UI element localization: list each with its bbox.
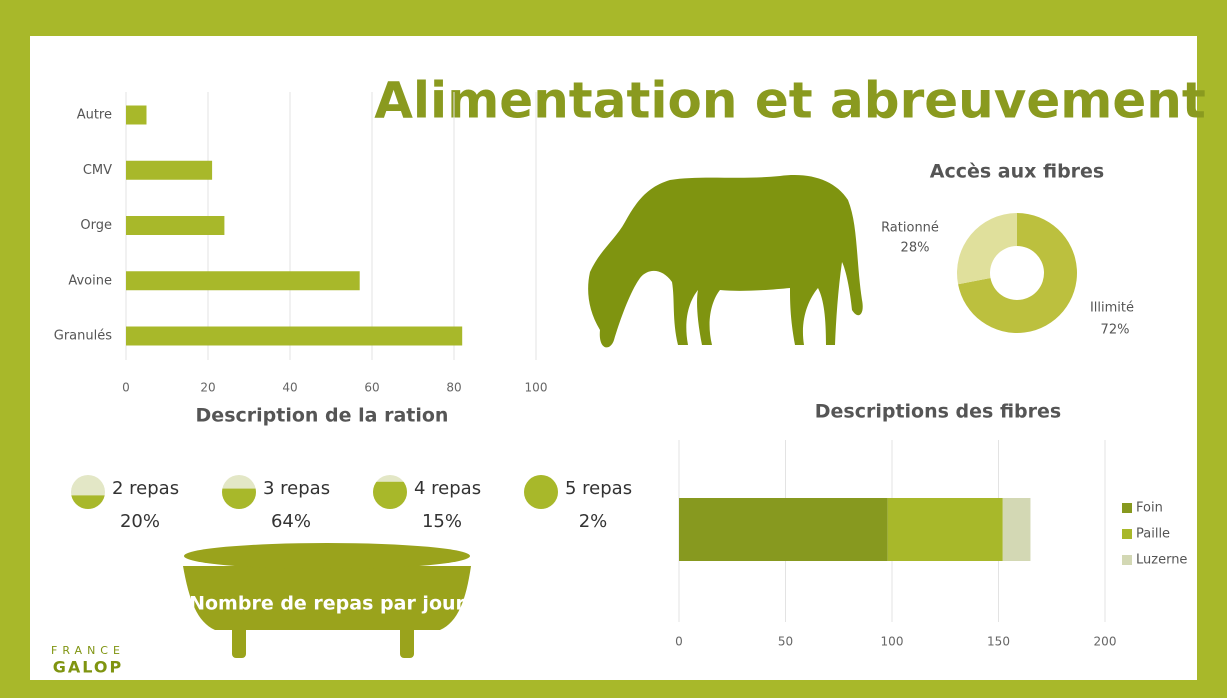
x-tick-label: 0 xyxy=(122,381,130,395)
bar-segment xyxy=(679,498,888,561)
y-tick-label: CMV xyxy=(83,163,112,178)
x-tick-label: 60 xyxy=(364,381,379,395)
x-tick-label: 80 xyxy=(446,381,461,395)
category-label: 5 repas xyxy=(565,478,632,499)
chart-title: Nombre de repas par jour xyxy=(189,593,465,615)
bar-segment xyxy=(888,498,1003,561)
legend-swatch xyxy=(1122,529,1132,539)
logo-line2: GALOP xyxy=(53,658,123,677)
x-tick-label: 200 xyxy=(1094,635,1117,649)
legend-swatch xyxy=(1122,503,1132,513)
logo-line1: FRANCE xyxy=(51,644,125,657)
slice-label: Rationné xyxy=(881,221,939,236)
y-tick-label: Avoine xyxy=(68,273,112,288)
chart-title: Accès aux fibres xyxy=(930,161,1105,183)
legend-swatch xyxy=(1122,555,1132,565)
slice-label: Illimité xyxy=(1090,301,1134,316)
category-label: 3 repas xyxy=(263,478,330,499)
bar-segment xyxy=(1003,498,1031,561)
bar xyxy=(126,106,147,125)
infographic: Alimentation et abreuvement FRANCE GALOP… xyxy=(0,0,1227,698)
category-label: 4 repas xyxy=(414,478,481,499)
bar xyxy=(126,271,360,290)
page-title: Alimentation et abreuvement xyxy=(374,72,1206,130)
value-label: 64% xyxy=(271,511,311,532)
x-tick-label: 50 xyxy=(778,635,793,649)
legend-label: Foin xyxy=(1136,501,1163,516)
x-tick-label: 0 xyxy=(675,635,683,649)
value-label: 2% xyxy=(579,511,608,532)
chart-title: Description de la ration xyxy=(196,405,449,427)
slice-value: 72% xyxy=(1101,323,1130,338)
y-tick-label: Autre xyxy=(77,108,112,123)
legend-label: Paille xyxy=(1136,527,1170,542)
value-label: 15% xyxy=(422,511,462,532)
x-tick-label: 100 xyxy=(881,635,904,649)
logo: FRANCE GALOP xyxy=(51,644,125,677)
bar xyxy=(126,327,462,346)
value-label: 20% xyxy=(120,511,160,532)
x-tick-label: 40 xyxy=(282,381,297,395)
y-tick-label: Granulés xyxy=(54,329,112,344)
page: {"title":"Alimentation et abreuvement", … xyxy=(0,0,1227,698)
category-label: 2 repas xyxy=(112,478,179,499)
y-tick-label: Orge xyxy=(80,218,112,233)
bar xyxy=(126,216,224,235)
chart-title: Descriptions des fibres xyxy=(815,401,1061,423)
x-tick-label: 100 xyxy=(525,381,548,395)
slice-value: 28% xyxy=(901,241,930,256)
x-tick-label: 20 xyxy=(200,381,215,395)
bar xyxy=(126,161,212,180)
legend-label: Luzerne xyxy=(1136,553,1187,568)
bowl-fill xyxy=(524,475,558,509)
x-tick-label: 150 xyxy=(987,635,1010,649)
